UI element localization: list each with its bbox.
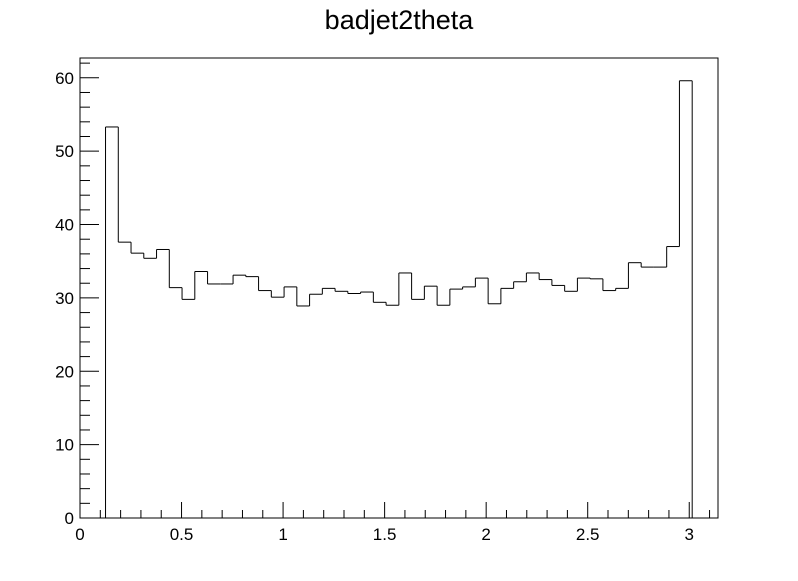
y-tick-label: 60: [55, 69, 74, 88]
chart-title: badjet2theta: [325, 5, 475, 35]
x-tick-label: 2: [481, 525, 490, 544]
histogram-bins: [105, 80, 693, 518]
plot-frame: [79, 57, 719, 519]
x-axis: 0 0.5 1 1.5 2 2.5 3: [75, 502, 711, 544]
y-tick-label: 10: [55, 436, 74, 455]
x-tick-label: 1: [278, 525, 287, 544]
y-axis: 0 10 20 30 40 50 60: [55, 62, 99, 528]
y-tick-label: 30: [55, 289, 74, 308]
x-tick-label: 1.5: [373, 525, 397, 544]
x-tick-label: 3: [685, 525, 694, 544]
y-tick-label: 20: [55, 362, 74, 381]
x-tick-label: 0.5: [170, 525, 194, 544]
y-tick-label: 40: [55, 216, 74, 235]
y-tick-label: 50: [55, 142, 74, 161]
y-tick-label: 0: [65, 509, 74, 528]
x-tick-label: 2.5: [576, 525, 600, 544]
x-tick-label: 0: [75, 525, 84, 544]
